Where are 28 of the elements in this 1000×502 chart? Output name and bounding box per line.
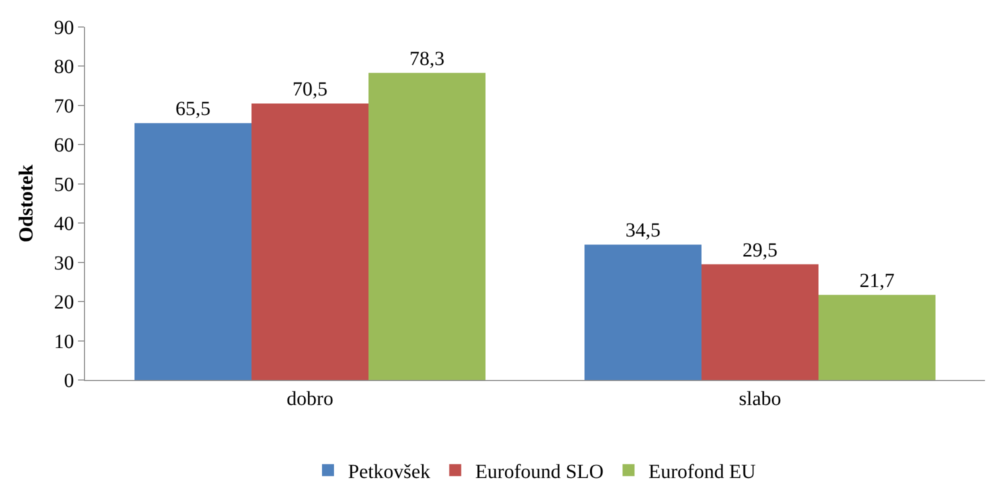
- y-tick-label: 40: [54, 213, 74, 236]
- y-tick-label: 80: [54, 56, 74, 78]
- bar: [134, 123, 252, 380]
- bar: [252, 103, 368, 380]
- data-label: 29,5: [742, 239, 778, 262]
- bar: [818, 294, 936, 380]
- x-tick-label: dobro: [286, 388, 334, 410]
- y-axis-title: Odstotek: [16, 164, 38, 242]
- legend-label: Eurofond EU: [648, 460, 756, 483]
- data-label: 70,5: [292, 78, 328, 100]
- data-label: 65,5: [176, 98, 210, 120]
- bar: [584, 244, 702, 380]
- data-label: 21,7: [860, 270, 894, 292]
- y-tick-label: 20: [54, 292, 74, 314]
- y-tick-label: 30: [54, 252, 74, 274]
- y-tick-label: 0: [64, 370, 74, 392]
- y-tick-label: 70: [54, 95, 74, 118]
- y-tick-label: 60: [54, 134, 74, 157]
- bar: [702, 264, 818, 380]
- legend-label: Petkovšek: [348, 460, 430, 483]
- y-tick-label: 10: [54, 330, 74, 353]
- legend-label: Eurofound SLO: [475, 460, 604, 483]
- bar: [368, 72, 486, 380]
- x-tick-label: slabo: [738, 388, 782, 410]
- data-label: 78,3: [410, 48, 444, 70]
- y-tick-label: 50: [54, 174, 74, 196]
- data-label: 34,5: [626, 220, 660, 242]
- y-tick-label: 90: [54, 17, 74, 39]
